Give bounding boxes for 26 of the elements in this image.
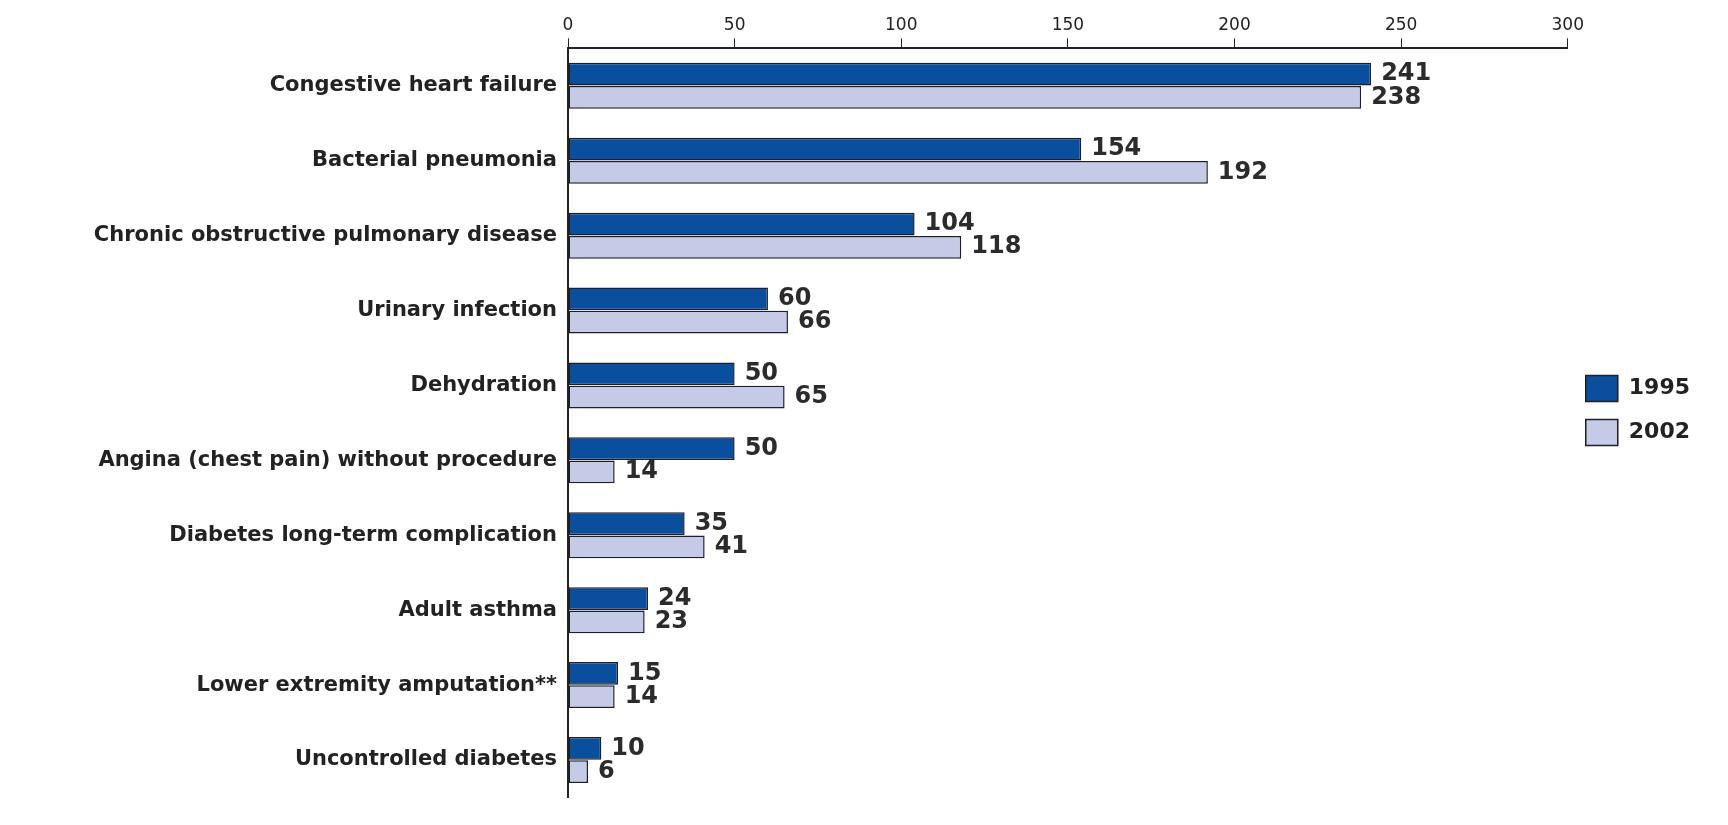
legend-label: 2002 (1628, 418, 1690, 444)
y-tick-label: Uncontrolled diabetes (294, 746, 557, 771)
x-tick-label: 300 (1551, 13, 1584, 34)
y-tick-label: Congestive heart failure (269, 72, 557, 97)
x-tick-label: 150 (1051, 13, 1085, 34)
data-label: 14 (624, 456, 659, 485)
y-tick-label: Lower extremity amputation** (196, 671, 557, 696)
data-label: 50 (744, 432, 779, 461)
x-tick-label: 250 (1384, 13, 1418, 34)
y-tick-label: Diabetes long-term complication (169, 521, 557, 546)
x-tick-label: 100 (885, 13, 918, 34)
legend-label: 1995 (1628, 374, 1690, 400)
y-tick-label: Dehydration (410, 371, 557, 396)
x-tick-label: 0 (562, 13, 574, 34)
data-label: 66 (797, 306, 832, 335)
x-tick-label: 200 (1218, 13, 1251, 34)
y-tick-label: Chronic obstructive pulmonary disease (93, 222, 557, 247)
data-label: 192 (1217, 156, 1268, 185)
y-tick-label: Angina (chest pain) without procedure (98, 446, 557, 471)
y-tick-label: Adult asthma (398, 596, 557, 621)
data-label: 154 (1091, 133, 1142, 162)
data-label: 65 (794, 381, 829, 410)
x-tick-label: 50 (723, 13, 746, 34)
data-label: 50 (744, 358, 779, 387)
y-tick-label: Bacterial pneumonia (312, 147, 557, 172)
y-tick-label: Urinary infection (357, 297, 557, 321)
